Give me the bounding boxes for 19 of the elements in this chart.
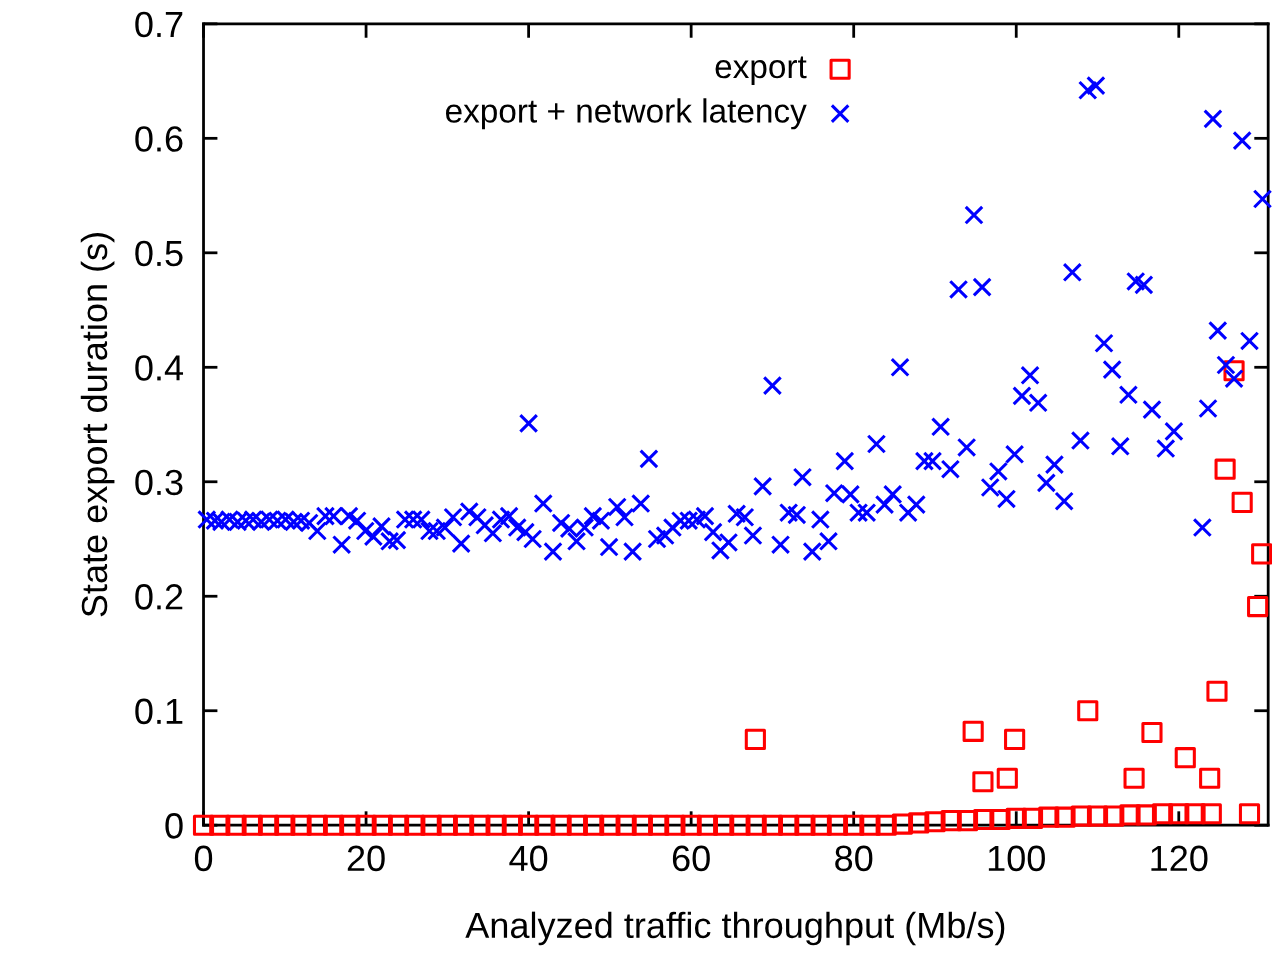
y-tick-label: 0.5 [135,240,183,267]
x-tick-label: 0 [194,845,213,872]
y-tick-label: 0 [165,813,183,839]
x-tick-label: 100 [988,845,1045,872]
legend-label: export [715,56,807,85]
legend-label: export + network latency [445,98,807,130]
x-tick-label: 120 [1151,845,1208,872]
y-tick-label: 0.7 [135,11,183,38]
x-tick-label: 20 [347,845,385,872]
x-tick-label: 80 [835,845,873,872]
y-axis-title: State export duration (s) [80,233,115,617]
y-tick-label: 0.1 [135,698,183,725]
y-tick-label: 0.6 [135,126,183,152]
y-tick-label: 0.2 [135,584,183,610]
x-tick-label: 40 [509,845,548,872]
y-tick-label: 0.4 [135,355,184,381]
x-axis-title: Analyzed traffic throughput (Mb/s) [465,911,1005,946]
x-tick-label: 60 [672,845,710,872]
y-tick-label: 0.3 [135,469,183,496]
